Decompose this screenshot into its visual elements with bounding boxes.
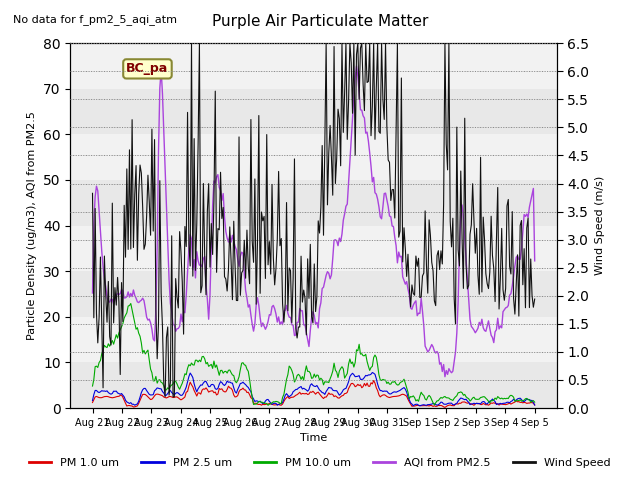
Text: BC_pa: BC_pa [126,62,168,75]
Y-axis label: Wind Speed (m/s): Wind Speed (m/s) [595,176,605,275]
Bar [70,317,557,362]
Text: Purple Air Particulate Matter: Purple Air Particulate Matter [212,14,428,29]
Bar [70,226,557,271]
Bar [70,180,557,226]
Bar [70,271,557,317]
X-axis label: Time: Time [300,433,327,443]
Legend: PM 1.0 um, PM 2.5 um, PM 10.0 um, AQI from PM2.5, Wind Speed: PM 1.0 um, PM 2.5 um, PM 10.0 um, AQI fr… [25,453,615,472]
Text: No data for f_pm2_5_aqi_atm: No data for f_pm2_5_aqi_atm [13,14,177,25]
Y-axis label: Particle Density (ug/m3), AQI from PM2.5: Particle Density (ug/m3), AQI from PM2.5 [28,111,38,340]
Bar [70,43,557,89]
Bar [70,89,557,134]
Bar [70,134,557,180]
Bar [70,362,557,408]
